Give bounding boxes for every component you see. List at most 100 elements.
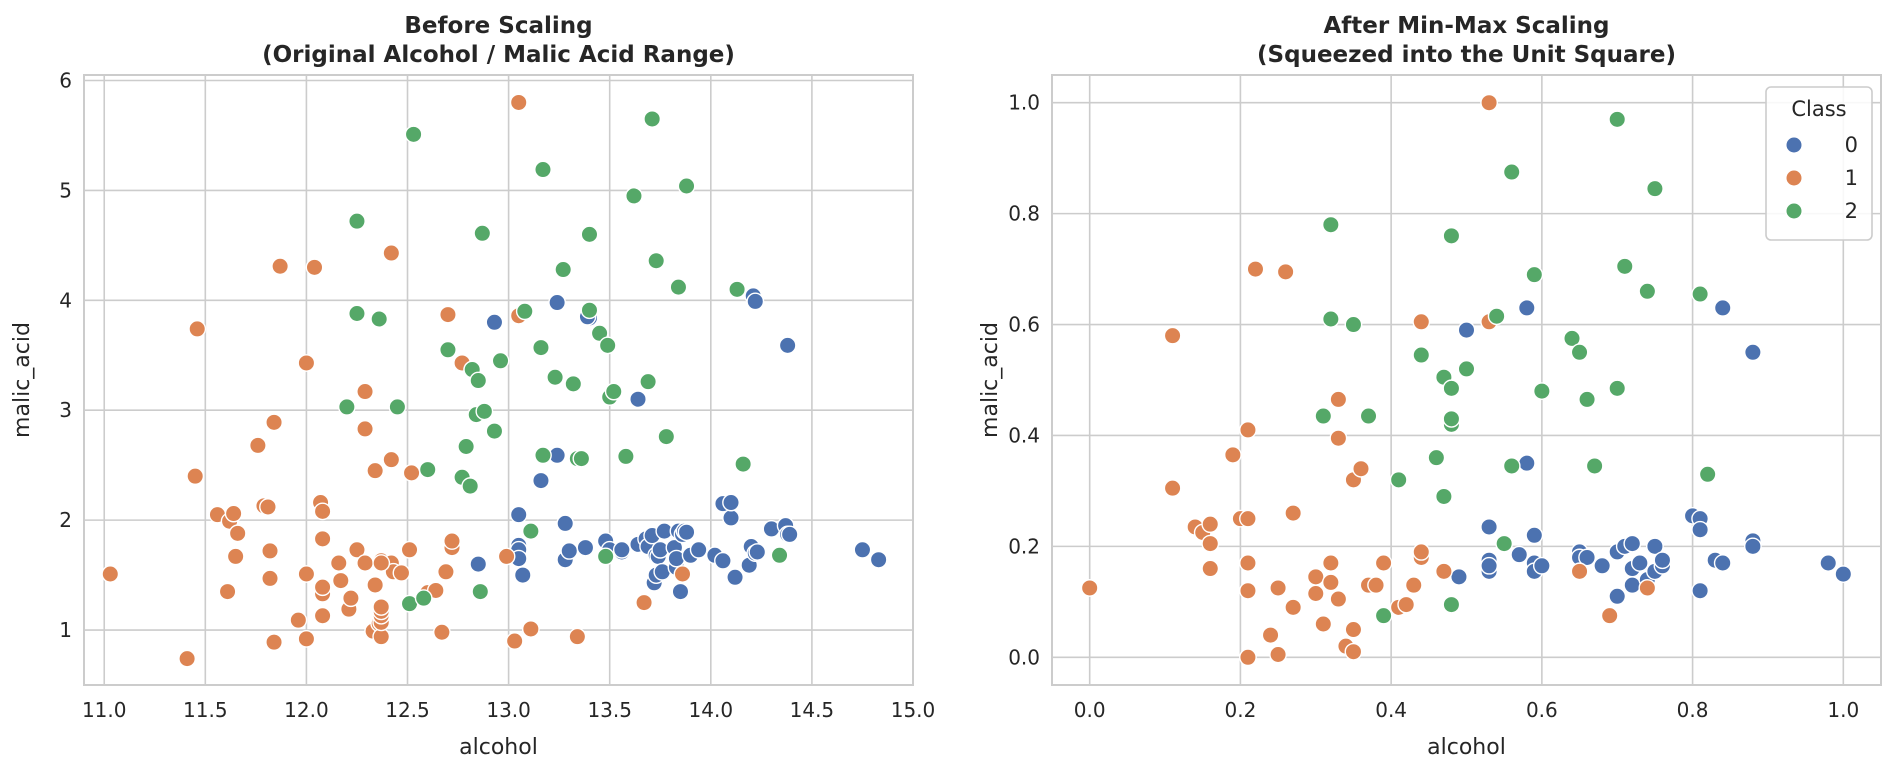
data-point-class-1 [1269,579,1287,597]
y-tick-label: 2 [59,508,72,532]
data-point-class-1 [1261,626,1280,644]
data-point-class-0 [509,505,528,524]
data-point-class-1 [1480,93,1499,112]
data-point-class-1 [1239,509,1257,528]
data-point-class-2 [1321,215,1340,234]
data-point-class-2 [1563,329,1581,348]
data-point-class-0 [1819,554,1838,572]
y-tick-label: 0.6 [1008,313,1040,337]
data-point-class-0 [485,313,504,332]
data-point-class-2 [534,160,552,179]
data-point-class-1 [218,582,237,601]
data-point-class-1 [261,542,279,560]
data-point-class-1 [1239,421,1257,439]
scatter-panel-before-scaling: 11.0 11.5 12.0 12.5 13.0 13.5 14.0 14.5 15.0 1 2 3 4… [10,13,935,760]
data-point-class-0 [548,293,567,312]
legend-title: Class [1791,97,1846,121]
data-point-class-1 [1314,615,1333,633]
data-point-class-1 [1239,648,1257,667]
data-point-class-1 [341,589,360,608]
data-point-class-1 [1276,262,1295,281]
x-tick-label: 0.0 [1074,698,1106,722]
data-point-class-2 [469,371,488,390]
data-point-class-2 [580,225,599,244]
legend-marker-class-2 [1785,202,1803,220]
chart-title: (Original Alcohol / Malic Acid Range) [262,42,735,68]
y-tick-label: 0.8 [1008,202,1040,226]
plot-frame [1051,74,1882,686]
data-point-class-2 [590,324,609,343]
plot-frame [83,74,914,686]
data-point-class-1 [271,257,290,276]
data-point-class-1 [366,576,385,594]
data-point-class-1 [402,463,421,482]
data-point-class-0 [722,493,740,512]
data-point-class-2 [677,177,696,195]
data-point-class-0 [469,555,488,573]
data-point-class-0 [629,390,647,409]
data-point-class-1 [1600,606,1619,625]
data-point-class-0 [677,523,696,542]
data-point-class-1 [297,354,316,372]
data-point-class-1 [1321,554,1340,572]
data-point-class-2 [596,547,615,566]
data-point-class-1 [261,569,279,588]
data-point-class-1 [297,565,316,583]
data-point-class-2 [370,310,389,328]
data-point-class-1 [1306,584,1325,603]
data-point-class-1 [1404,576,1423,595]
data-point-class-0 [556,514,575,533]
x-tick-label: 11.0 [82,698,127,722]
data-point-class-1 [673,565,692,583]
data-point-class-2 [515,302,534,321]
y-tick-label: 0.0 [1008,645,1040,669]
legend-marker-class-1 [1785,169,1803,187]
data-point-class-1 [392,563,411,582]
data-point-class-1 [497,547,516,566]
data-point-class-1 [226,547,245,566]
data-point-class-1 [313,578,332,597]
data-point-class-1 [313,502,332,521]
y-tick-label: 5 [59,178,72,202]
data-point-class-2 [414,589,433,608]
data-point-class-1 [186,467,205,486]
data-point-class-1 [1329,590,1348,608]
data-point-class-0 [1608,587,1627,606]
data-point-class-1 [348,540,366,559]
data-point-class-2 [1698,465,1717,484]
data-point-class-2 [457,437,476,456]
data-point-class-2 [770,546,789,565]
data-point-class-0 [1457,321,1476,339]
data-point-class-0 [1623,576,1642,595]
data-point-class-2 [616,447,635,466]
data-point-class-2 [534,446,552,465]
data-point-class-2 [1427,448,1446,467]
data-point-class-2 [554,260,573,279]
data-point-class-1 [101,565,120,583]
legend: Class 0 1 2 [1765,86,1873,241]
data-point-class-2 [1314,407,1333,425]
x-tick-label: 14.0 [689,698,734,722]
data-point-class-2 [348,304,366,323]
data-point-class-1 [1306,567,1325,586]
data-point-class-0 [1532,556,1551,575]
data-point-class-2 [564,374,583,393]
data-point-class-1 [372,554,391,572]
x-tick-label: 0.4 [1375,698,1407,722]
data-point-class-0 [726,568,744,587]
data-point-class-0 [1743,343,1762,362]
data-point-class-2 [1638,282,1657,301]
data-point-class-2 [1412,346,1431,364]
data-point-class-1 [1329,429,1348,448]
y-tick-label: 0.2 [1008,534,1040,558]
legend-marker-class-0 [1785,136,1803,154]
data-point-class-1 [313,606,332,625]
data-point-class-1 [1434,562,1453,581]
data-point-class-1 [432,623,451,642]
legend-label-class-1: 1 [1845,166,1858,190]
data-point-class-0 [1713,299,1732,317]
data-point-class-2 [388,398,407,416]
x-axis-label: alcohol [1427,735,1506,760]
x-axis-label: alcohol [459,735,538,760]
data-point-class-2 [1495,534,1514,553]
